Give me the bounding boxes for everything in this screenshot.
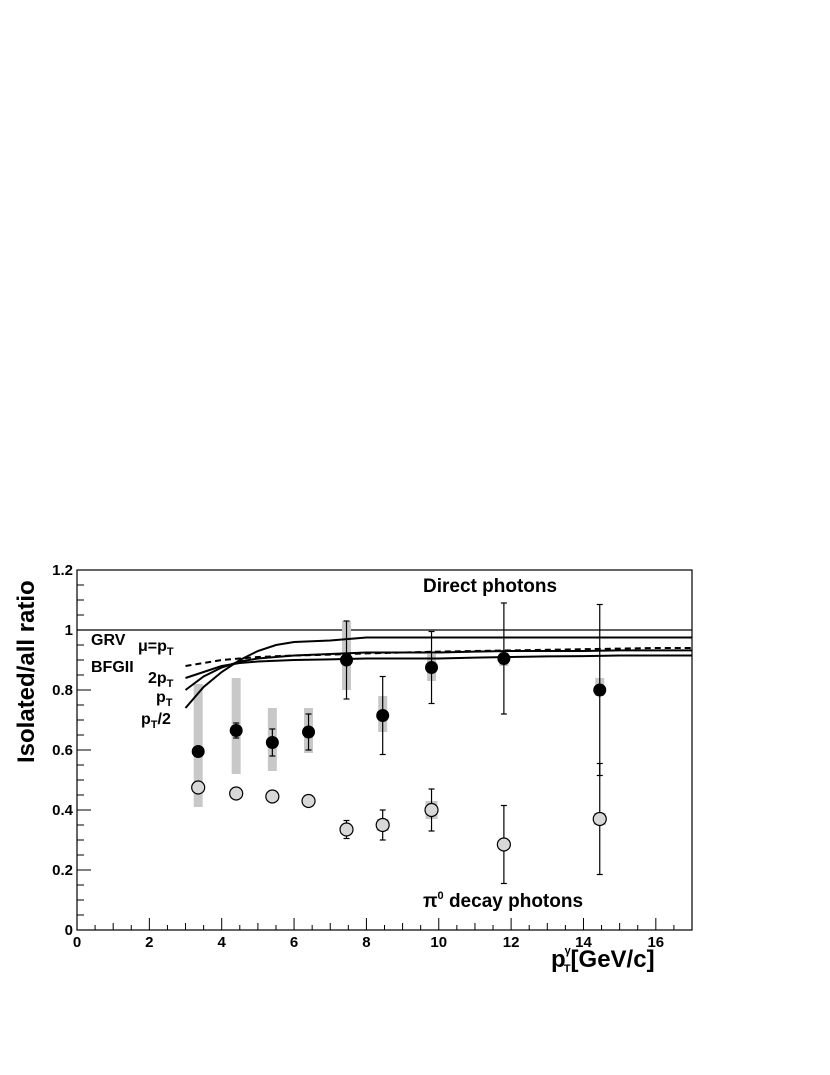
mu-scale-label: μ=pT xyxy=(138,638,174,658)
error-bars xyxy=(233,602,603,885)
x-tick-label: 10 xyxy=(430,934,447,951)
scale-pt-label: pT xyxy=(156,689,173,709)
direct-photon-point xyxy=(265,736,279,749)
y-tick-label: 0.2 xyxy=(52,862,73,879)
direct-photon-point xyxy=(376,709,390,722)
pi0-decay-point xyxy=(265,789,280,804)
x-axis-tick-labels: 0 2 4 6 8 10 12 14 16 xyxy=(73,934,664,951)
y-axis-ticks xyxy=(77,569,91,931)
y-tick-label: 0.6 xyxy=(52,742,73,759)
x-tick-label: 14 xyxy=(575,934,592,951)
pi0-decay-point xyxy=(229,786,244,801)
y-tick-label: 1 xyxy=(65,622,73,639)
systematic-bands xyxy=(192,621,606,849)
bfgii-label: BFGII xyxy=(91,659,134,676)
x-tick-label: 8 xyxy=(362,934,370,951)
y-axis-title: Isolated/all ratio xyxy=(13,580,40,763)
direct-photon-point xyxy=(302,725,316,739)
x-tick-label: 16 xyxy=(647,934,664,951)
pi0-decay-point xyxy=(191,780,206,795)
y-tick-label: 0 xyxy=(65,922,73,939)
scale-2pt-label: 2pT xyxy=(148,670,174,690)
pi0-decay-point xyxy=(424,802,439,818)
x-tick-label: 4 xyxy=(218,934,227,951)
pi0-decay-point xyxy=(496,837,511,852)
direct-photon-point xyxy=(191,745,205,758)
scale-pt-half-label: pT/2 xyxy=(141,711,171,731)
direct-photon-point xyxy=(497,652,511,665)
direct-photon-point xyxy=(593,683,607,697)
grv-curve xyxy=(184,636,692,709)
direct-photon-point xyxy=(340,653,354,667)
data-markers xyxy=(191,652,607,852)
direct-photon-point xyxy=(425,661,439,674)
pi0-decay-photons-label: π0 decay photons xyxy=(423,890,583,912)
y-tick-label: 0.8 xyxy=(52,682,73,699)
y-axis-tick-labels: 0 0.2 0.4 0.6 0.8 1 1.2 xyxy=(52,562,74,939)
x-axis-ticks xyxy=(76,918,693,930)
theory-curves xyxy=(184,636,692,709)
pi0-decay-point xyxy=(301,793,316,809)
x-tick-label: 0 xyxy=(73,934,81,951)
y-tick-label: 0.4 xyxy=(52,802,74,819)
x-axis-title: pγ T[GeV/c] xyxy=(551,945,655,975)
y-tick-label: 1.2 xyxy=(52,562,73,579)
pi0-decay-point xyxy=(592,811,607,827)
direct-photons-label: Direct photons xyxy=(423,576,557,597)
x-tick-label: 6 xyxy=(290,934,298,951)
grv-label: GRV xyxy=(91,632,126,649)
bfgii-curve xyxy=(185,647,692,667)
direct-photon-point xyxy=(229,724,243,737)
pi0-decay-point xyxy=(339,822,354,837)
x-tick-label: 12 xyxy=(503,934,520,951)
pi0-decay-point xyxy=(375,817,390,833)
x-tick-label: 2 xyxy=(145,934,153,951)
